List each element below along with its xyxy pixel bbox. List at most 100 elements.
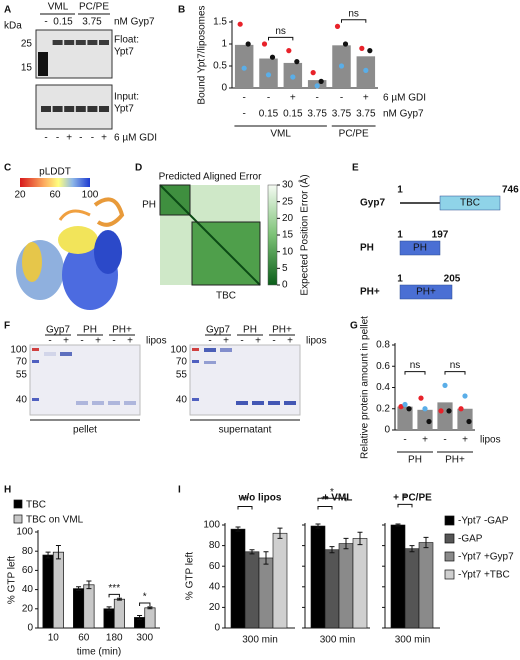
condition-label: - bbox=[443, 435, 446, 446]
legend-label: -Ypt7 +TBC bbox=[458, 570, 510, 581]
replicate-dot bbox=[290, 74, 296, 80]
error-bar bbox=[315, 523, 321, 529]
gel-band bbox=[252, 401, 264, 405]
significance-bracket bbox=[404, 371, 426, 375]
domain-label: TBC bbox=[460, 198, 480, 209]
condition-label: - bbox=[242, 93, 245, 104]
y-tick-label: 100 bbox=[203, 520, 220, 531]
y-tick-label: 80 bbox=[209, 540, 221, 551]
x-axis-label: 300 min bbox=[395, 635, 431, 646]
gel-band bbox=[44, 352, 56, 356]
group-label: PH+ bbox=[445, 455, 465, 466]
condition-label: - bbox=[242, 109, 245, 120]
gel-band bbox=[52, 106, 63, 112]
legend-swatch bbox=[13, 499, 23, 509]
lane-group-label: Gyp7 bbox=[206, 325, 230, 336]
construct-label: Gyp7 bbox=[360, 198, 385, 209]
marker-label: 15 bbox=[21, 63, 33, 74]
bar bbox=[244, 551, 260, 629]
significance-label: ** bbox=[241, 495, 249, 506]
replicate-dot bbox=[359, 45, 365, 52]
panel-label: C bbox=[4, 163, 11, 174]
colorbar-tick-label: 0 bbox=[282, 280, 288, 291]
bar bbox=[418, 542, 434, 629]
residue-label: 1 bbox=[397, 230, 403, 241]
bar bbox=[103, 608, 115, 629]
colorbar-tick-label: 25 bbox=[282, 196, 294, 207]
legend-label: TBC on VML bbox=[26, 515, 84, 526]
lane-label: - bbox=[44, 17, 47, 28]
lane-group-label: PH+ bbox=[112, 325, 132, 336]
x-axis-label: 300 min bbox=[242, 635, 278, 646]
colorbar-tick-label: 30 bbox=[282, 180, 294, 191]
gel-band bbox=[268, 401, 280, 405]
pae-frame bbox=[159, 184, 191, 216]
error-bar bbox=[45, 551, 51, 559]
gel-band bbox=[204, 348, 216, 352]
gel-band bbox=[220, 348, 232, 352]
error-bar bbox=[55, 544, 61, 560]
lane-label: + bbox=[66, 133, 72, 144]
marker-label: 40 bbox=[176, 395, 188, 406]
bar bbox=[113, 598, 125, 629]
replicate-dot bbox=[367, 48, 373, 54]
lane-label: + bbox=[223, 336, 229, 347]
colorbar-tick-label: 20 bbox=[14, 190, 26, 201]
y-tick-label: 40 bbox=[22, 584, 34, 595]
construct-label: PH+ bbox=[360, 287, 380, 298]
y-tick-label: 20 bbox=[22, 603, 34, 614]
bar bbox=[52, 551, 64, 629]
gel-band bbox=[87, 106, 98, 112]
condition-label: - bbox=[403, 435, 406, 446]
significance-label: * bbox=[330, 487, 334, 498]
gel-band bbox=[99, 106, 109, 112]
significance-bracket bbox=[317, 505, 333, 510]
structure-blob bbox=[94, 230, 122, 274]
structure-image bbox=[16, 178, 125, 310]
structure-blob bbox=[22, 242, 42, 282]
bar bbox=[390, 524, 406, 629]
condition-label: 0.15 bbox=[259, 109, 279, 120]
domain-label: TBC bbox=[216, 291, 236, 302]
y-axis-label: % GTP left bbox=[7, 556, 18, 604]
significance-bracket bbox=[108, 593, 120, 598]
condition-label: + bbox=[363, 93, 369, 104]
residue-label: 1 bbox=[397, 185, 403, 196]
lane-group-label: PH bbox=[243, 325, 257, 336]
error-bar bbox=[235, 526, 241, 532]
y-tick-label: 0.4 bbox=[376, 382, 390, 393]
error-bar bbox=[147, 606, 153, 610]
panel-label: E bbox=[352, 163, 359, 174]
colorbar-tick-label: 100 bbox=[82, 190, 99, 201]
gel-band bbox=[76, 401, 88, 405]
significance-bracket bbox=[139, 602, 151, 607]
y-tick-label: 0 bbox=[384, 425, 390, 436]
structure-loop bbox=[58, 209, 91, 221]
group-label: VML bbox=[270, 129, 291, 140]
condition-label: 3.75 bbox=[307, 109, 327, 120]
lane-label: - bbox=[272, 336, 275, 347]
gel bbox=[35, 29, 113, 79]
replicate-dot bbox=[426, 418, 432, 425]
lane-label: - bbox=[240, 336, 243, 347]
condition-label: - bbox=[315, 93, 318, 104]
row-label: 6 µM GDI bbox=[114, 133, 157, 144]
error-bar bbox=[409, 545, 415, 553]
gel-band bbox=[64, 40, 75, 45]
lane-label: + bbox=[127, 336, 133, 347]
condition-label: + bbox=[422, 435, 428, 446]
panel-label: G bbox=[350, 321, 358, 332]
marker-label: 70 bbox=[176, 357, 188, 368]
colorbar-tick-label: 20 bbox=[282, 213, 294, 224]
ladder-band bbox=[32, 348, 39, 351]
heatmap-title: Predicted Aligned Error bbox=[159, 172, 263, 183]
significance-label: ns bbox=[275, 26, 286, 37]
gel-caption: supernatant bbox=[219, 425, 272, 436]
gel bbox=[29, 344, 141, 416]
x-axis-label: time (min) bbox=[77, 647, 121, 658]
marker-label: 40 bbox=[16, 395, 28, 406]
structure-loop bbox=[93, 197, 125, 227]
unit-label: kDa bbox=[4, 21, 22, 32]
replicate-dot bbox=[438, 408, 444, 414]
